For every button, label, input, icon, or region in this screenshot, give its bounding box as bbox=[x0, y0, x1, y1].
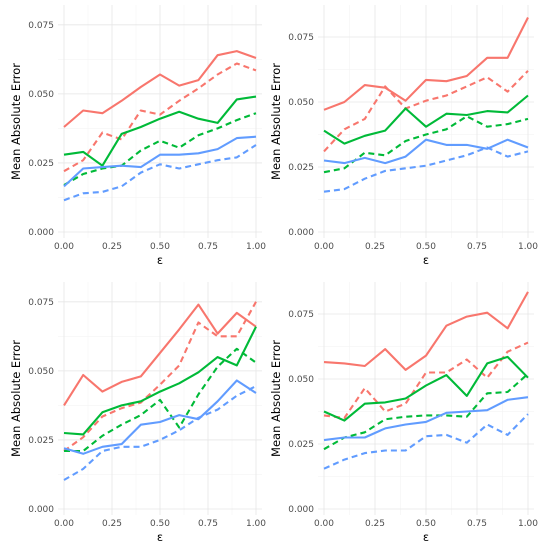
series-line-4 bbox=[63, 112, 257, 186]
x-tick-label: 0.00 bbox=[54, 242, 74, 252]
series-line-1 bbox=[63, 303, 257, 406]
y-tick-label: 0.075 bbox=[28, 298, 54, 308]
y-tick-label: 0.025 bbox=[28, 159, 54, 169]
x-tick-label: 1.00 bbox=[246, 519, 266, 529]
y-axis-title: Mean Absolute Error bbox=[9, 63, 23, 180]
x-tick-label: 0.50 bbox=[416, 242, 436, 252]
y-axis-title: Mean Absolute Error bbox=[9, 340, 23, 457]
y-axis-title: Mean Absolute Error bbox=[269, 340, 283, 457]
series-line-2 bbox=[323, 70, 529, 153]
x-tick-label: 0.25 bbox=[365, 242, 385, 252]
series-line-3 bbox=[323, 355, 529, 422]
x-tick-label: 0.75 bbox=[467, 242, 487, 252]
series-line-2 bbox=[63, 301, 257, 452]
grid bbox=[318, 282, 534, 515]
y-tick-label: 0.050 bbox=[288, 98, 314, 108]
series-line-4 bbox=[323, 115, 529, 174]
y-tick-label: 0.000 bbox=[288, 505, 314, 515]
series-line-5 bbox=[63, 135, 257, 188]
x-tick-label: 0.75 bbox=[198, 242, 218, 252]
x-axis-title: ε bbox=[157, 530, 163, 543]
y-tick-label: 0.050 bbox=[28, 90, 54, 100]
panel-1: 0.000 0.025 0.050 0.075 0.00 0.25 0.50 0.75 1.00… bbox=[9, 5, 266, 267]
y-tick-label: 0.050 bbox=[28, 367, 54, 377]
x-tick-label: 0.75 bbox=[198, 519, 218, 529]
series-line-4 bbox=[64, 347, 257, 453]
grid bbox=[318, 5, 534, 238]
y-tick-label: 0.000 bbox=[288, 228, 314, 238]
grid bbox=[58, 282, 262, 515]
y-axis-title: Mean Absolute Error bbox=[269, 63, 283, 180]
series-line-3 bbox=[323, 94, 529, 145]
y-tick-label: 0.000 bbox=[28, 228, 54, 238]
y-tick-label: 0.025 bbox=[288, 163, 314, 173]
y-tick-label: 0.025 bbox=[28, 436, 54, 446]
panel-3: 0.000 0.025 0.050 0.075 0.00 0.25 0.50 0.75 1.00… bbox=[9, 282, 266, 543]
x-tick-label: 0.00 bbox=[314, 519, 334, 529]
x-tick-label: 0.25 bbox=[365, 519, 385, 529]
x-tick-label: 0.50 bbox=[416, 519, 436, 529]
panel-4: 0.000 0.025 0.050 0.075 0.00 0.25 0.50 0.75 1.00… bbox=[269, 282, 538, 543]
series-line-6 bbox=[63, 385, 257, 481]
series-line-3 bbox=[63, 95, 257, 167]
y-tick-label: 0.075 bbox=[28, 21, 54, 31]
x-tick-label: 1.00 bbox=[518, 242, 538, 252]
x-tick-label: 0.50 bbox=[150, 519, 170, 529]
y-tick-label: 0.075 bbox=[288, 310, 314, 320]
x-tick-label: 0.00 bbox=[314, 242, 334, 252]
x-axis-title: ε bbox=[423, 530, 429, 543]
series-line-5 bbox=[63, 379, 257, 455]
series-line-3 bbox=[63, 326, 257, 436]
series-line-5 bbox=[323, 396, 529, 442]
x-tick-label: 0.50 bbox=[150, 242, 170, 252]
series-line-2 bbox=[63, 62, 257, 173]
x-axis-title: ε bbox=[157, 253, 163, 267]
series-line-1 bbox=[323, 17, 529, 111]
series-line-2 bbox=[323, 341, 529, 420]
x-tick-label: 1.00 bbox=[246, 242, 266, 252]
grid bbox=[58, 5, 262, 238]
series-line-6 bbox=[63, 144, 257, 202]
y-tick-label: 0.075 bbox=[288, 33, 314, 43]
x-tick-label: 0.75 bbox=[467, 519, 487, 529]
x-axis-title: ε bbox=[423, 253, 429, 267]
x-tick-label: 0.25 bbox=[102, 519, 122, 529]
series-line-1 bbox=[323, 291, 529, 371]
x-tick-label: 1.00 bbox=[518, 519, 538, 529]
y-tick-label: 0.025 bbox=[288, 440, 314, 450]
x-tick-label: 0.25 bbox=[102, 242, 122, 252]
series-line-5 bbox=[323, 138, 529, 165]
y-tick-label: 0.000 bbox=[28, 505, 54, 515]
series-line-1 bbox=[63, 50, 257, 128]
series-line-6 bbox=[323, 146, 529, 193]
y-tick-label: 0.050 bbox=[288, 375, 314, 385]
panel-2: 0.000 0.025 0.050 0.075 0.00 0.25 0.50 0.75 1.00… bbox=[269, 5, 538, 267]
x-tick-label: 0.00 bbox=[54, 519, 74, 529]
